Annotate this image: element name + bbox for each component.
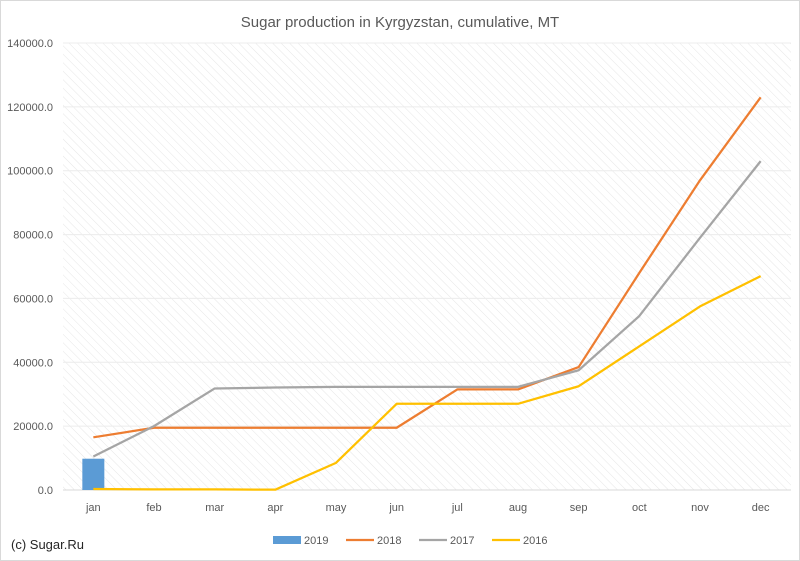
x-tick-label: sep <box>570 502 588 514</box>
x-tick-label: aug <box>509 502 527 514</box>
credit-text: (c) Sugar.Ru <box>11 537 84 552</box>
x-tick-label: oct <box>632 502 647 514</box>
y-tick-label: 100000.0 <box>7 166 53 178</box>
plot-area: 0.0 20000.0 40000.0 60000.0 80000.0 100000.0 1… <box>7 38 791 547</box>
y-tick-label: 0.0 <box>38 485 53 497</box>
x-tick-label: jun <box>388 502 404 514</box>
y-tick-label: 40000.0 <box>13 357 53 369</box>
x-tick-label: may <box>326 502 347 514</box>
x-tick-label: feb <box>146 502 161 514</box>
x-tick-label: dec <box>752 502 770 514</box>
x-tick-label: nov <box>691 502 709 514</box>
series-line-2018 <box>93 96 762 439</box>
legend-label: 2016 <box>523 535 547 547</box>
x-tick-label: jan <box>85 502 101 514</box>
y-tick-label: 20000.0 <box>13 421 53 433</box>
y-tick-label: 140000.0 <box>7 38 53 50</box>
y-tick-label: 60000.0 <box>13 293 53 305</box>
legend-label: 2018 <box>377 535 401 547</box>
x-tick-label: apr <box>267 502 283 514</box>
series-line-2017 <box>92 160 762 458</box>
y-tick-label: 120000.0 <box>7 102 53 114</box>
legend-label: 2017 <box>450 535 474 547</box>
x-tick-label: jul <box>451 502 463 514</box>
plot-background <box>63 43 791 490</box>
series-line-2016 <box>93 275 762 491</box>
legend-swatch-2019 <box>273 536 301 544</box>
legend-label: 2019 <box>304 535 328 547</box>
chart-title: Sugar production in Kyrgyzstan, cumulati… <box>241 14 559 31</box>
y-tick-label: 80000.0 <box>13 230 53 242</box>
x-tick-label: mar <box>205 502 224 514</box>
bar-2019 <box>82 458 105 490</box>
